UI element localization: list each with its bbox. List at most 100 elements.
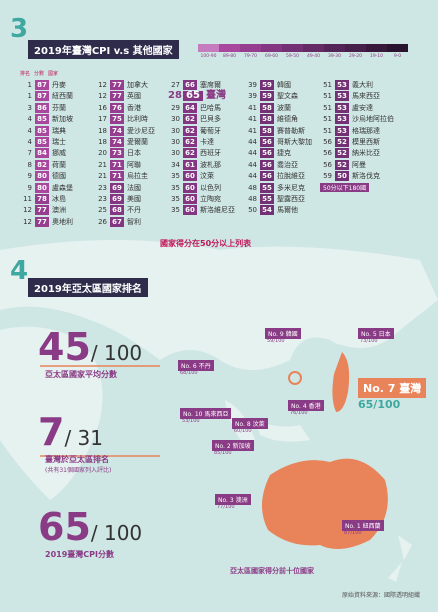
land-sea <box>225 400 310 445</box>
legend-label: 49-40 <box>306 54 321 59</box>
table-row: 1 87 紐西蘭 <box>20 91 73 102</box>
score-box: 60 <box>183 205 197 216</box>
score-box: 74 <box>110 125 124 136</box>
country: 義大利 <box>352 81 373 89</box>
score-box: 66 <box>183 80 197 90</box>
score-box: 58 <box>260 125 274 136</box>
country: 烏拉圭 <box>127 172 148 181</box>
map-label: No. 2 新加坡 <box>212 440 254 451</box>
map-score: 76/100 <box>290 410 308 416</box>
rank: 51 <box>323 103 332 112</box>
table-row: 30 62 葡萄牙 <box>168 125 221 136</box>
score-box: 74 <box>110 137 124 147</box>
score-box: 62 <box>183 125 197 136</box>
score-box: 56 <box>260 148 274 159</box>
table-row: 18 74 愛爾蘭 <box>95 137 148 147</box>
rank: 30 <box>171 149 180 158</box>
table-row: 56 52 阿曼 <box>320 159 366 170</box>
score-box: 52 <box>335 148 349 159</box>
rank: 1 <box>27 92 32 101</box>
section-title: 2019年亞太區國家排名 <box>28 278 148 297</box>
stat-total: / 100 <box>90 341 143 365</box>
table-row: 28 65 臺灣 <box>168 90 226 102</box>
score-box: 78 <box>35 194 49 204</box>
legend-swatch <box>303 44 324 52</box>
score-box: 80 <box>35 171 49 182</box>
country: 比利時 <box>127 115 148 124</box>
country: 多米尼克 <box>277 183 305 192</box>
rank: 44 <box>248 172 257 181</box>
rank: 12 <box>23 217 32 226</box>
table-row: 4 85 瑞士 <box>20 137 66 147</box>
score-box: 75 <box>110 114 124 125</box>
note: 國家得分在50分以上列表 <box>160 239 252 248</box>
table-row: 35 60 汶萊 <box>168 171 214 182</box>
score-box: 85 <box>35 114 49 125</box>
score-box: 77 <box>110 91 124 102</box>
map-rank: No. 6 <box>181 363 197 370</box>
map-label: No. 5 日本 <box>358 328 394 339</box>
rank: 17 <box>98 115 107 124</box>
country: 香港 <box>127 103 141 112</box>
country: 英國 <box>127 92 141 101</box>
map-caption: 亞太區國家得分前十位國家 <box>230 567 314 575</box>
map-score: 59/100 <box>267 338 285 344</box>
score-box: 50 <box>335 171 349 182</box>
table-row: 56 52 納米比亞 <box>320 148 380 159</box>
country: 愛爾蘭 <box>127 138 148 146</box>
taiwan-label: No. 7 臺灣 <box>358 378 427 398</box>
country: 馬來西亞 <box>352 92 380 101</box>
table-header: 國家 <box>48 71 59 77</box>
map-name: 韓國 <box>285 331 298 338</box>
rank: 56 <box>323 149 332 158</box>
table-row: 20 73 日本 <box>95 148 141 159</box>
score-box: 85 <box>35 125 49 136</box>
map-score: 85/100 <box>214 450 232 456</box>
country: 聖文森 <box>277 92 298 101</box>
legend-swatch <box>219 44 240 52</box>
legend-swatch <box>282 44 303 52</box>
country: 模里西斯 <box>352 138 380 146</box>
stat: 45/ 100 <box>38 325 142 369</box>
country: 澳洲 <box>52 206 66 215</box>
rank: 4 <box>27 115 32 124</box>
rank: 29 <box>171 103 180 112</box>
land-eurasia <box>0 240 438 370</box>
map-label: No. 1 紐西蘭 <box>342 520 384 531</box>
legend-label: 39-30 <box>327 54 342 59</box>
country: 韓國 <box>277 81 291 89</box>
score-box: 69 <box>110 182 124 193</box>
nz-shape <box>388 535 412 582</box>
rank: 28 <box>168 90 182 102</box>
legend-swatch <box>387 44 408 52</box>
table-row: 44 56 拉脫維亞 <box>245 171 305 182</box>
stat: 7/ 31 <box>38 410 103 454</box>
legend-label: 19-10 <box>369 54 384 59</box>
country: 維德角 <box>277 115 298 124</box>
map-label: No. 3 澳洲 <box>215 494 251 505</box>
rank: 44 <box>248 160 257 169</box>
country: 塞席爾 <box>200 81 221 89</box>
map-name: 馬來西亞 <box>204 411 229 418</box>
score-box: 69 <box>110 194 124 204</box>
table-row: 41 58 維德角 <box>245 114 298 125</box>
rank: 48 <box>248 195 257 203</box>
country: 巴貝多 <box>200 115 221 124</box>
country: 阿聯 <box>127 160 141 169</box>
map-label: No. 8 汶萊 <box>232 418 268 429</box>
score-box: 77 <box>110 80 124 90</box>
legend-swatch <box>366 44 387 52</box>
score-box: 71 <box>110 171 124 182</box>
rank: 51 <box>323 126 332 135</box>
country: 拉脫維亞 <box>277 172 305 181</box>
table-row: 44 56 喬治亞 <box>245 159 298 170</box>
rank: 56 <box>323 160 332 169</box>
rank: 48 <box>248 183 257 192</box>
rank: 51 <box>323 81 332 89</box>
country: 丹麥 <box>52 81 66 89</box>
table-row: 26 67 智利 <box>95 216 141 227</box>
table-row: 56 52 模里西斯 <box>320 137 380 147</box>
table-row: 30 62 西班牙 <box>168 148 221 159</box>
rank: 4 <box>27 138 32 146</box>
score-box: 85 <box>35 137 49 147</box>
